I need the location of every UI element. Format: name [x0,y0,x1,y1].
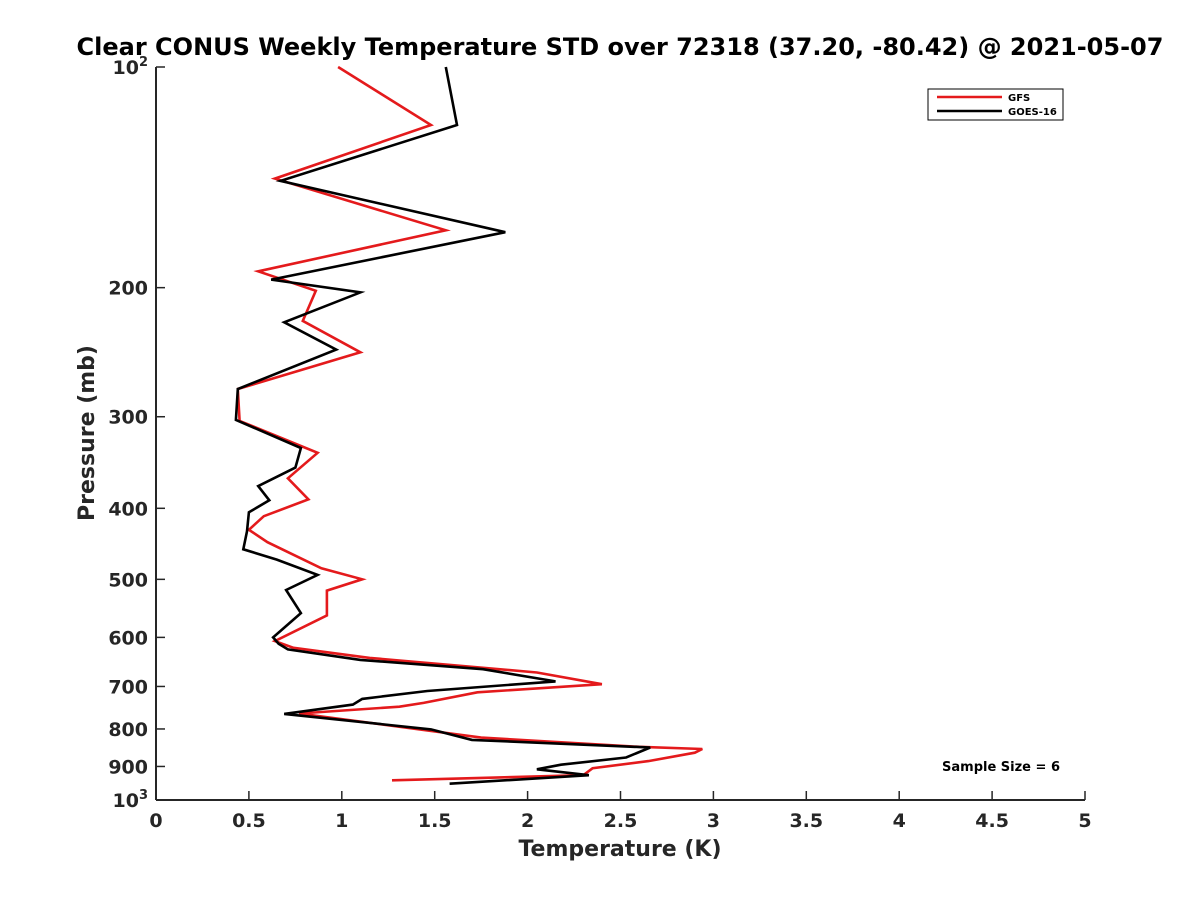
y-tick-label: 500 [108,569,148,591]
x-tick-label: 5 [1078,810,1091,832]
y-axis-label: Pressure (mb) [75,345,100,521]
chart-title: Clear CONUS Weekly Temperature STD over … [77,33,1164,61]
x-tick-label: 1.5 [418,810,452,832]
x-tick-label: 4.5 [975,810,1009,832]
series-group [234,65,703,785]
x-tick-label: 2.5 [604,810,638,832]
series-line-gfs [236,65,703,782]
y-tick-label: 800 [108,719,148,741]
y-tick-label: 103 [113,788,149,812]
y-axis-ticks: 102 200 300 400 500 600 700 800 900 103 [108,55,165,812]
x-axis-label: Temperature (K) [518,837,721,862]
sample-size-annotation: Sample Size = 6 [942,760,1060,775]
y-tick-label: 700 [108,676,148,698]
x-tick-label: 0 [149,810,162,832]
y-tick-label: 200 [108,278,148,300]
y-tick-label: 900 [108,756,148,778]
x-tick-label: 3.5 [789,810,823,832]
y-tick-label: 102 [113,55,149,79]
legend-label-goes16: GOES-16 [1008,107,1057,118]
x-tick-label: 1 [335,810,348,832]
x-tick-label: 4 [893,810,906,832]
legend: GFS GOES-16 [927,88,1064,121]
x-tick-label: 2 [521,810,534,832]
x-axis-ticks: 0 0.5 1 1.5 2 2.5 3 3.5 4 4.5 5 [149,791,1092,832]
legend-box [927,88,1064,121]
x-tick-label: 0.5 [232,810,266,832]
x-tick-label: 3 [707,810,720,832]
legend-label-gfs: GFS [1008,93,1030,104]
y-tick-label: 400 [108,498,148,520]
y-tick-label: 600 [108,627,148,649]
series-line-goes16 [234,66,651,785]
y-tick-label: 300 [108,407,148,429]
